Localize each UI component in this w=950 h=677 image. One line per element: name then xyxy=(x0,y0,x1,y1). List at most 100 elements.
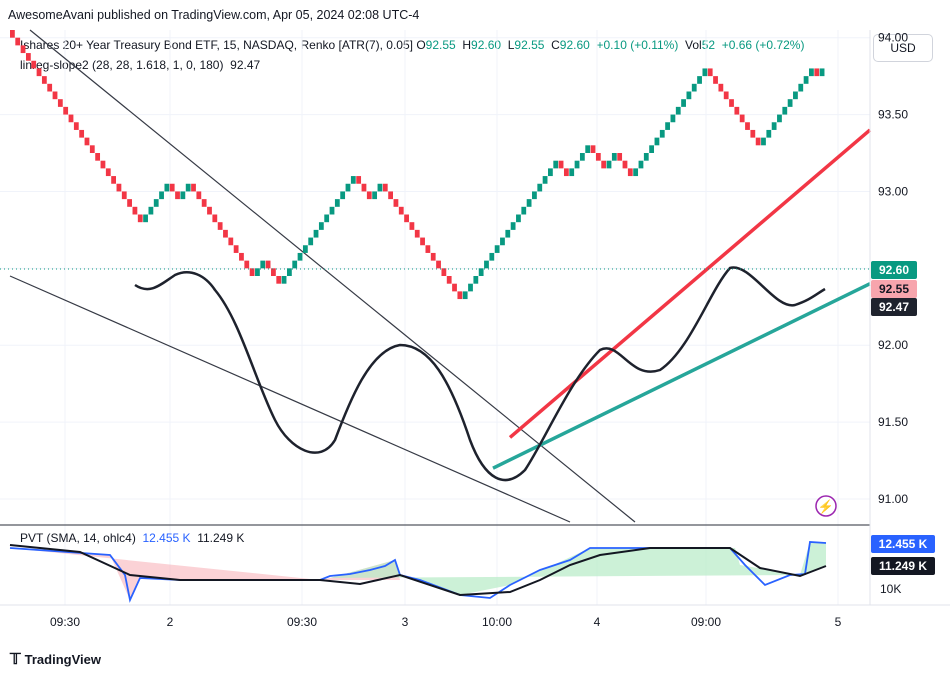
tv-logo-icon: 𝕋 xyxy=(10,651,21,668)
renko-brick xyxy=(590,145,596,153)
renko-brick xyxy=(579,153,585,161)
renko-brick xyxy=(148,206,154,215)
renko-brick xyxy=(52,91,58,100)
renko-brick xyxy=(755,137,761,146)
pvt-badge-2: 11.249 K xyxy=(871,557,935,575)
pvt-title: PVT (SMA, 14, ohlc4) xyxy=(20,531,136,545)
renko-brick xyxy=(180,191,186,200)
renko-brick xyxy=(388,191,393,200)
renko-brick xyxy=(446,276,452,284)
renko-brick xyxy=(41,76,47,84)
renko-brick xyxy=(95,153,101,161)
renko-brick xyxy=(265,260,271,269)
renko-brick xyxy=(244,260,250,269)
renko-brick xyxy=(537,183,543,192)
renko-brick xyxy=(356,176,362,184)
currency-button[interactable]: USD xyxy=(873,34,933,62)
x-tick-label: 10:00 xyxy=(482,615,512,629)
vol-label: Vol xyxy=(685,38,702,52)
symbol-title: Ishares 20+ Year Treasury Bond ETF, 15, … xyxy=(20,38,413,52)
renko-brick xyxy=(324,214,330,223)
renko-brick xyxy=(782,106,788,115)
renko-brick xyxy=(89,145,95,153)
low-value: 92.55 xyxy=(514,38,545,52)
open-price-badge: 92.55 xyxy=(871,280,917,298)
renko-brick xyxy=(633,168,639,177)
renko-brick xyxy=(302,245,308,253)
renko-brick xyxy=(31,60,37,69)
renko-brick xyxy=(771,122,777,130)
renko-brick xyxy=(228,237,234,246)
lightning-icon[interactable] xyxy=(815,495,837,517)
indicator-legend: linreg-slope2 (28, 28, 1.618, 1, 0, 180)… xyxy=(20,58,260,72)
change-value: +0.10 (+0.11%) xyxy=(596,38,679,52)
renko-brick xyxy=(105,168,111,177)
indicator-title: linreg-slope2 (28, 28, 1.618, 1, 0, 180) xyxy=(20,58,224,72)
renko-brick xyxy=(217,222,223,230)
renko-brick xyxy=(702,68,708,77)
indicator-price-badge: 92.47 xyxy=(871,298,917,316)
pvt-sma-line xyxy=(9,544,827,597)
trend-line-upper-resistance xyxy=(508,128,872,439)
renko-brick xyxy=(382,183,388,192)
pvt-axis-tick: 10K xyxy=(880,582,902,596)
renko-brick xyxy=(207,206,212,215)
renko-brick xyxy=(814,68,820,77)
renko-brick xyxy=(414,229,420,238)
renko-brick xyxy=(340,191,346,200)
renko-brick xyxy=(404,214,409,223)
last-price-badge: 92.60 xyxy=(871,261,917,279)
renko-brick xyxy=(739,114,745,123)
x-tick-label: 5 xyxy=(835,615,842,629)
renko-brick xyxy=(675,106,681,115)
renko-brick xyxy=(308,237,314,246)
renko-brick xyxy=(649,145,655,153)
renko-brick xyxy=(574,160,580,169)
renko-brick xyxy=(420,237,425,246)
renko-brick xyxy=(425,245,431,253)
renko-brick xyxy=(548,168,553,177)
renko-brick xyxy=(201,199,207,207)
renko-brick xyxy=(63,106,69,115)
renko-brick xyxy=(223,229,228,238)
renko-brick xyxy=(57,99,63,107)
renko-brick xyxy=(366,191,372,200)
renko-brick xyxy=(286,268,292,276)
renko-brick xyxy=(734,106,740,115)
renko-brick xyxy=(654,137,660,146)
renko-brick xyxy=(20,45,26,54)
renko-brick xyxy=(713,76,718,84)
renko-brick xyxy=(601,160,607,169)
renko-brick xyxy=(361,183,367,192)
renko-brick xyxy=(457,291,463,300)
renko-brick xyxy=(10,30,15,38)
renko-brick xyxy=(121,191,127,200)
renko-brick xyxy=(15,37,21,46)
renko-brick xyxy=(611,153,617,161)
renko-brick xyxy=(68,114,74,123)
renko-brick xyxy=(766,129,772,138)
renko-brick xyxy=(526,199,532,207)
renko-brick xyxy=(79,129,85,138)
trend-line-lower-support xyxy=(492,282,871,470)
renko-brick xyxy=(430,252,436,261)
renko-brick xyxy=(659,129,665,138)
renko-brick xyxy=(350,176,356,184)
renko-brick xyxy=(622,160,628,169)
x-tick-label: 09:00 xyxy=(691,615,721,629)
renko-brick xyxy=(452,283,457,292)
renko-brick xyxy=(462,291,468,300)
x-tick-label: 09:30 xyxy=(50,615,80,629)
x-tick-label: 09:30 xyxy=(287,615,317,629)
renko-brick xyxy=(73,122,79,130)
renko-brick xyxy=(532,191,537,200)
renko-brick xyxy=(175,191,180,200)
renko-brick xyxy=(670,114,676,123)
renko-brick xyxy=(372,191,378,200)
renko-brick xyxy=(255,268,260,276)
renko-brick xyxy=(377,183,383,192)
renko-brick xyxy=(627,168,633,177)
renko-brick xyxy=(313,229,319,238)
renko-brick xyxy=(665,122,670,130)
